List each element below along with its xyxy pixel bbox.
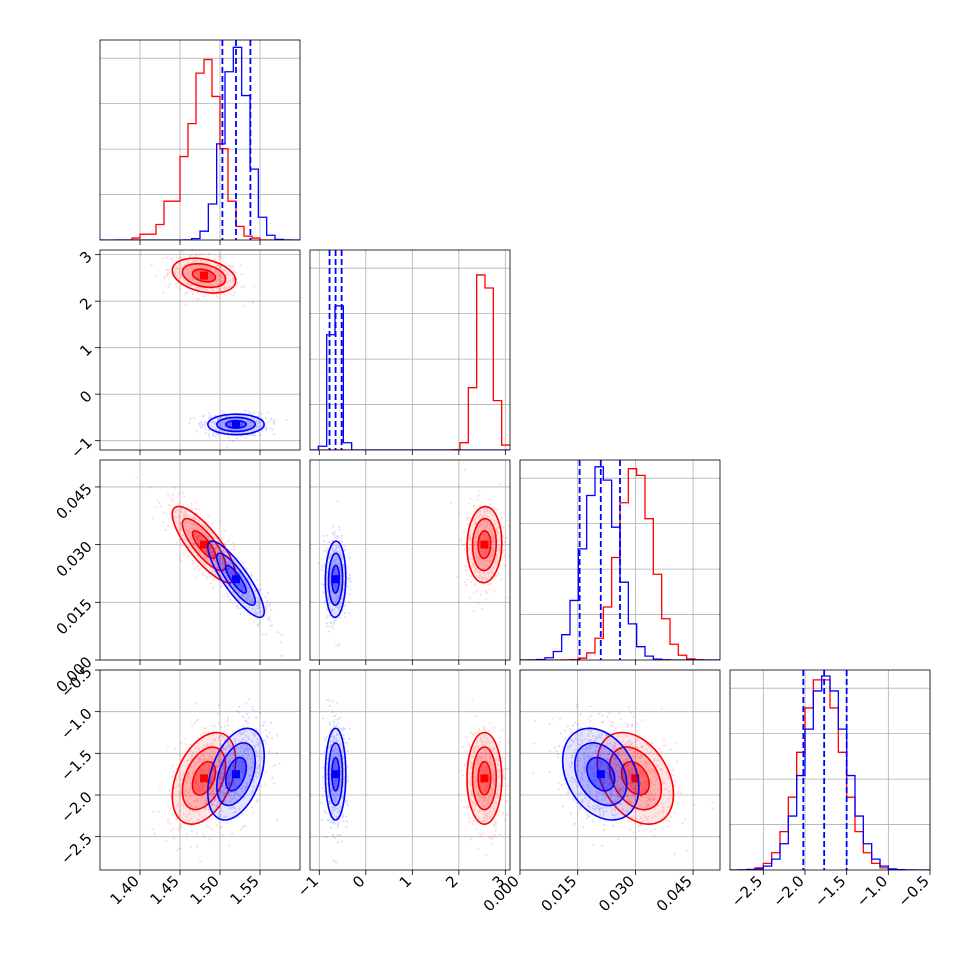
grid [310,250,510,450]
panel-content [140,250,288,449]
x-tick-label: 1.55 [226,872,262,908]
panel-2-0 [95,459,301,665]
blue-peak [331,575,340,584]
panel-content [310,250,510,450]
panel-1-1 [309,249,511,455]
red-peak [631,774,640,783]
panel-frame [519,669,721,871]
y-tick-label: −1 [67,434,95,462]
blue-scatter [319,698,352,864]
grid [100,460,300,661]
panel-frame [99,249,301,451]
blue-histogram [310,305,510,450]
red-peak [480,774,489,783]
x-tick-label: 0.015 [537,872,580,915]
panel-content [100,40,300,240]
red-peak [200,774,208,783]
y-tick-label: 1 [76,341,95,360]
panel-frame [99,39,301,241]
x-tick-label: −1.0 [853,872,891,910]
x-tick-label: −2.5 [728,872,766,910]
y-tick-label: 0.015 [53,595,96,638]
x-tick-label: 1.50 [186,872,222,908]
blue-peak [232,770,240,779]
grid [100,40,300,240]
blue-histogram [100,46,300,240]
panel-3-3 [729,669,931,875]
x-tick-label: 1 [396,872,415,891]
y-tick-label: −2.0 [57,788,95,826]
panel-frame [519,459,721,661]
panel-frame [99,669,301,871]
blue-peak [596,770,605,779]
panel-2-2 [519,459,721,665]
panel-content [520,460,720,660]
panel-1-0 [95,249,301,455]
panel-content [532,703,715,856]
red-peak [200,540,208,549]
y-tick-label: 0 [76,387,95,406]
blue-histogram [730,675,930,870]
x-tick-label: −1 [294,872,322,900]
blue-peak [331,770,340,779]
x-tick-label: −1.5 [811,872,849,910]
x-tick-label: 0 [349,872,368,891]
panel-content [317,468,510,648]
panel-frame [309,249,511,451]
red-histogram [310,274,510,450]
panel-frame [309,669,511,871]
grid [100,250,300,450]
x-tick-label: 0.030 [595,872,638,915]
panel-content [730,670,930,870]
x-tick-label: −0.5 [894,872,932,910]
y-tick-label: 0.030 [53,538,96,581]
y-tick-label: −1.0 [57,705,95,743]
panel-3-0 [95,669,301,875]
panel-content [319,698,510,864]
blue-peak [232,420,240,429]
red-histogram [730,679,930,870]
red-peak [200,271,208,280]
y-tick-label: −2.5 [57,830,95,868]
panel-content [135,476,283,658]
red-peak [480,540,489,549]
panel-frame [99,459,301,661]
y-tick-label: 2 [76,294,95,313]
x-tick-label: 0.045 [653,872,696,915]
panel-frame [729,669,931,871]
blue-peak [232,575,240,584]
y-tick-label: 3 [76,248,95,267]
x-tick-label: 2 [442,872,461,891]
panel-frame [309,459,511,661]
red-histogram [116,58,276,240]
panel-0-0 [99,39,301,245]
x-tick-label: −2.0 [769,872,807,910]
panel-3-2 [519,669,721,875]
x-tick-label: 1.45 [146,872,182,908]
x-tick-label: 1.40 [106,872,142,908]
panel-3-1 [309,669,511,875]
y-tick-label: −1.5 [57,746,95,784]
panel-2-1 [309,459,511,665]
y-tick-label: 0.045 [53,480,96,523]
panel-content [151,698,281,863]
